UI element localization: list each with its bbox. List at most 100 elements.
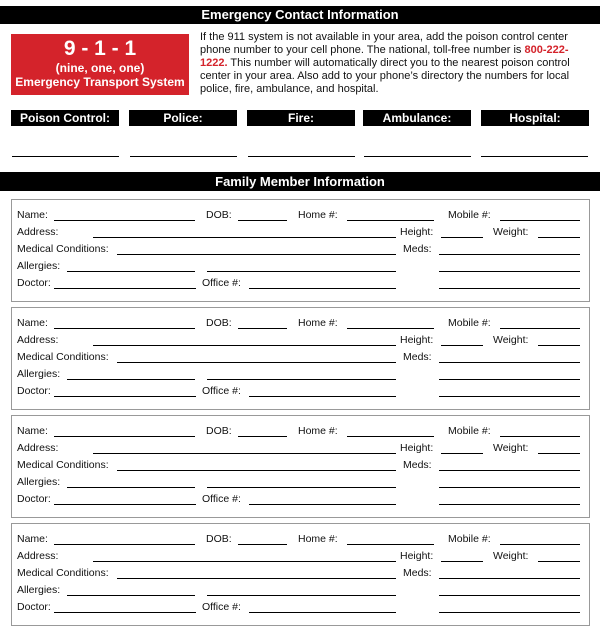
dob-field[interactable] — [238, 436, 287, 437]
allergies-2-field[interactable] — [207, 271, 396, 272]
emergency-911-box: 9 - 1 - 1 (nine, one, one) Emergency Tra… — [11, 34, 189, 95]
doctor-field[interactable] — [54, 396, 196, 397]
dob-field[interactable] — [238, 328, 287, 329]
meds-field[interactable] — [439, 578, 580, 579]
meds-label: Meds: — [403, 351, 432, 363]
weight-field[interactable] — [538, 345, 580, 346]
emergency-contact-header: Emergency Contact Information — [0, 6, 600, 24]
meds-field[interactable] — [439, 362, 580, 363]
emergency-number: 9 - 1 - 1 — [63, 37, 137, 60]
office-field[interactable] — [249, 612, 396, 613]
home-field[interactable] — [347, 328, 434, 329]
poison-control-field[interactable] — [12, 156, 119, 157]
doctor-field[interactable] — [54, 504, 196, 505]
office-field[interactable] — [249, 288, 396, 289]
address-label: Address: — [17, 550, 59, 562]
hospital-field[interactable] — [481, 156, 588, 157]
fire-field[interactable] — [248, 156, 355, 157]
weight-field[interactable] — [538, 237, 580, 238]
dob-field[interactable] — [238, 544, 287, 545]
name-field[interactable] — [54, 328, 195, 329]
home-label: Home #: — [298, 425, 338, 437]
address-field[interactable] — [93, 453, 396, 454]
allergies-3-field[interactable] — [439, 595, 580, 596]
contact-label-poison: Poison Control: — [11, 110, 119, 126]
family-member-header: Family Member Information — [0, 172, 600, 191]
height-field[interactable] — [441, 237, 483, 238]
conditions-field[interactable] — [117, 362, 396, 363]
doctor-field[interactable] — [54, 612, 196, 613]
meds-field[interactable] — [439, 470, 580, 471]
allergies-field[interactable] — [67, 379, 195, 380]
allergies-field[interactable] — [67, 595, 195, 596]
weight-field[interactable] — [538, 453, 580, 454]
name-field[interactable] — [54, 436, 195, 437]
weight-label: Weight: — [493, 550, 529, 562]
allergies-field[interactable] — [67, 487, 195, 488]
contact-label-ambulance: Ambulance: — [363, 110, 471, 126]
conditions-field[interactable] — [117, 578, 396, 579]
weight-label: Weight: — [493, 226, 529, 238]
mobile-field[interactable] — [500, 436, 580, 437]
doctor-label: Doctor: — [17, 385, 51, 397]
home-field[interactable] — [347, 436, 434, 437]
doctor-field[interactable] — [54, 288, 196, 289]
meds-label: Meds: — [403, 243, 432, 255]
office-field[interactable] — [249, 396, 396, 397]
mobile-field[interactable] — [500, 328, 580, 329]
name-label: Name: — [17, 209, 48, 221]
address-label: Address: — [17, 442, 59, 454]
dob-label: DOB: — [206, 533, 232, 545]
allergies-3-field[interactable] — [439, 487, 580, 488]
allergies-2-field[interactable] — [207, 379, 396, 380]
allergies-field[interactable] — [67, 271, 195, 272]
contact-label-hospital: Hospital: — [481, 110, 589, 126]
mobile-field[interactable] — [500, 220, 580, 221]
conditions-field[interactable] — [117, 470, 396, 471]
name-field[interactable] — [54, 220, 195, 221]
meds-field[interactable] — [439, 254, 580, 255]
conditions-field[interactable] — [117, 254, 396, 255]
allergies-label: Allergies: — [17, 584, 61, 596]
office-field[interactable] — [249, 504, 396, 505]
address-field[interactable] — [93, 561, 396, 562]
name-label: Name: — [17, 425, 48, 437]
mobile-field[interactable] — [500, 544, 580, 545]
dob-label: DOB: — [206, 209, 232, 221]
address-field[interactable] — [93, 237, 396, 238]
allergies-label: Allergies: — [17, 260, 61, 272]
office-label: Office #: — [202, 385, 241, 397]
doctor-extra-field[interactable] — [439, 504, 580, 505]
meds-label: Meds: — [403, 567, 432, 579]
name-label: Name: — [17, 317, 48, 329]
meds-label: Meds: — [403, 459, 432, 471]
weight-field[interactable] — [538, 561, 580, 562]
police-field[interactable] — [130, 156, 237, 157]
height-label: Height: — [400, 442, 434, 454]
allergies-3-field[interactable] — [439, 271, 580, 272]
address-label: Address: — [17, 334, 59, 346]
dob-field[interactable] — [238, 220, 287, 221]
address-field[interactable] — [93, 345, 396, 346]
doctor-extra-field[interactable] — [439, 612, 580, 613]
weight-label: Weight: — [493, 442, 529, 454]
home-field[interactable] — [347, 544, 434, 545]
contact-label-fire: Fire: — [247, 110, 355, 126]
allergies-2-field[interactable] — [207, 595, 396, 596]
mobile-label: Mobile #: — [448, 317, 491, 329]
name-field[interactable] — [54, 544, 195, 545]
home-field[interactable] — [347, 220, 434, 221]
ambulance-field[interactable] — [364, 156, 471, 157]
allergies-2-field[interactable] — [207, 487, 396, 488]
family-member-card: Name: DOB: Home #: Mobile #: Address: Height:… — [11, 415, 590, 518]
address-label: Address: — [17, 226, 59, 238]
doctor-extra-field[interactable] — [439, 396, 580, 397]
emergency-system: Emergency Transport System — [15, 75, 185, 89]
doctor-extra-field[interactable] — [439, 288, 580, 289]
allergies-3-field[interactable] — [439, 379, 580, 380]
height-field[interactable] — [441, 453, 483, 454]
height-field[interactable] — [441, 345, 483, 346]
dob-label: DOB: — [206, 425, 232, 437]
office-label: Office #: — [202, 493, 241, 505]
height-field[interactable] — [441, 561, 483, 562]
